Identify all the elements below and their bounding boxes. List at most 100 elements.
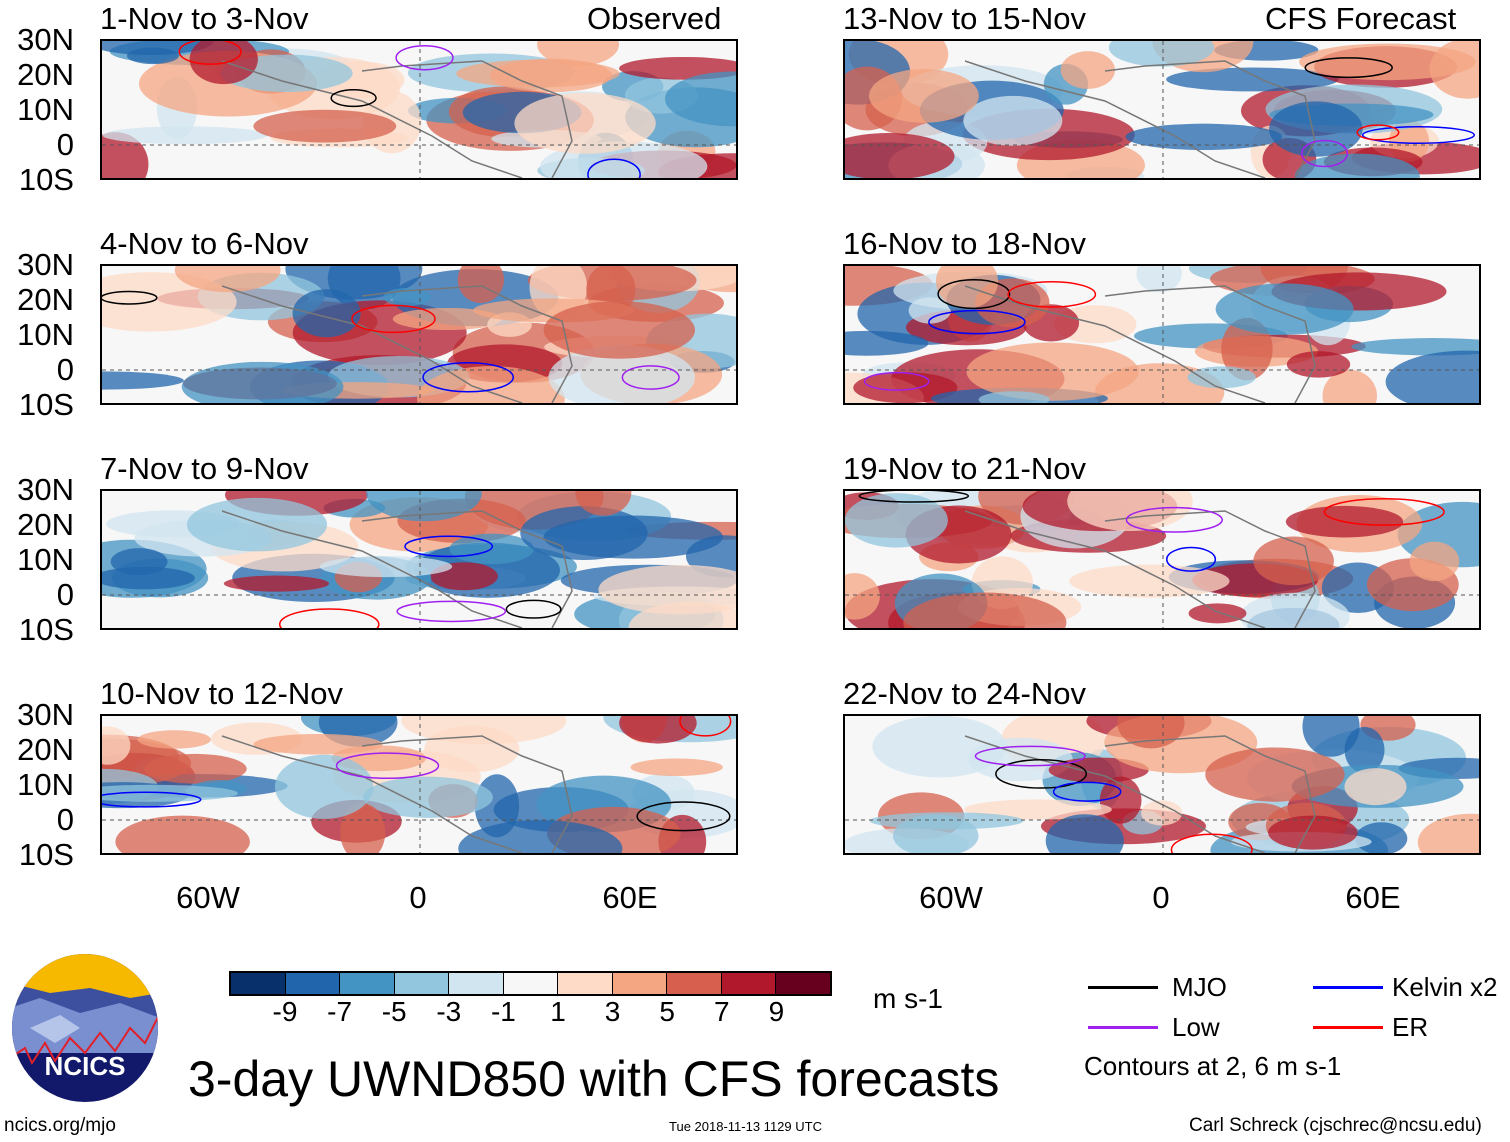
- y-tick-label: 10S: [18, 387, 74, 422]
- x-tick-label: 60W: [176, 880, 240, 915]
- x-tick-label: 0: [1152, 880, 1170, 915]
- colorbar-swatch: [721, 973, 776, 994]
- contour-line: [1125, 506, 1223, 533]
- legend-low: Low: [1172, 1012, 1220, 1042]
- observed-label: Observed: [587, 1, 722, 36]
- map-panel-observed: [100, 264, 738, 405]
- panel-title: 4-Nov to 6-Nov: [100, 226, 309, 261]
- wind-anomaly-field: [102, 41, 736, 178]
- contour-line: [102, 791, 202, 808]
- legend-kelvin: Kelvin x2: [1392, 972, 1498, 1002]
- wind-anomaly-field: [102, 716, 736, 853]
- y-tick-label: 10S: [18, 162, 74, 197]
- colorbar-label: 1: [550, 996, 566, 1027]
- contour-line: [422, 361, 515, 393]
- svg-text:NCICS: NCICS: [45, 1051, 126, 1081]
- legend-line-kelvin: [1313, 986, 1383, 989]
- legend-er: ER: [1392, 1012, 1429, 1042]
- contour-line: [858, 491, 970, 503]
- y-tick-label: 10S: [18, 837, 74, 872]
- colorbar-swatch: [285, 973, 340, 994]
- contour-line: [1007, 281, 1097, 308]
- map-panel-observed: [100, 489, 738, 630]
- colorbar-label: 3: [604, 996, 621, 1027]
- y-tick-label: 30N: [17, 472, 74, 507]
- contour-line: [1356, 124, 1400, 141]
- wind-anomaly-field: [845, 266, 1479, 403]
- wind-anomaly-field: [102, 491, 736, 628]
- colorbar-swatch: [558, 973, 613, 994]
- contour-line: [278, 608, 380, 628]
- colorbar-swatch: [776, 973, 830, 994]
- colorbar-label: -3: [436, 996, 462, 1027]
- colorbar-label: -9: [272, 996, 298, 1027]
- colorbar-swatch: [394, 973, 449, 994]
- x-tick-label: 60E: [602, 880, 658, 915]
- contour-line: [1361, 126, 1476, 144]
- colorbar-swatch: [503, 973, 558, 994]
- colorbar-swatch: [340, 973, 395, 994]
- contour-line: [330, 89, 377, 108]
- contour-line: [178, 41, 242, 65]
- y-tick-label: 10N: [17, 317, 74, 352]
- map-panel-forecast: [843, 714, 1481, 855]
- wind-anomaly-field: [845, 716, 1479, 853]
- contour-line: [1052, 781, 1122, 802]
- y-tick-label: 10N: [17, 542, 74, 577]
- y-tick-label: 20N: [17, 507, 74, 542]
- map-panel-observed: [100, 39, 738, 180]
- contour-line: [679, 716, 732, 737]
- colorbar-label: 5: [659, 996, 675, 1027]
- contour-line: [335, 752, 440, 780]
- contour-line: [1304, 57, 1393, 79]
- y-tick-label: 0: [56, 577, 74, 612]
- legend-mjo: MJO: [1172, 972, 1227, 1002]
- contour-line: [636, 801, 731, 832]
- figure-title: 3-day UWND850 with CFS forecasts: [188, 1051, 1000, 1107]
- colorbar-label: -5: [381, 996, 407, 1027]
- contour-line: [351, 304, 436, 334]
- legend-line-low: [1088, 1026, 1158, 1029]
- contour-line: [1170, 833, 1253, 853]
- contour-line: [587, 158, 641, 178]
- contour-line: [1165, 546, 1217, 572]
- y-tick-label: 10N: [17, 767, 74, 802]
- forecast-label: CFS Forecast: [1265, 1, 1457, 36]
- contour-line: [621, 365, 680, 390]
- contour-line: [974, 745, 1086, 767]
- contour-line: [395, 44, 454, 71]
- wind-anomaly-field: [845, 41, 1479, 178]
- y-tick-label: 10S: [18, 612, 74, 647]
- y-tick-label: 30N: [17, 22, 74, 57]
- contour-line: [404, 535, 494, 558]
- contour-note: Contours at 2, 6 m s-1: [1084, 1051, 1342, 1081]
- colorbar-swatch: [449, 973, 504, 994]
- colorbar-swatch: [612, 973, 667, 994]
- colorbar-swatch: [231, 973, 286, 994]
- panel-title: 16-Nov to 18-Nov: [843, 226, 1086, 261]
- x-tick-label: 0: [409, 880, 427, 915]
- panel-title: 1-Nov to 3-Nov: [100, 1, 309, 36]
- x-tick-label: 60E: [1345, 880, 1401, 915]
- contour-line: [1323, 498, 1445, 526]
- wind-anomaly-field: [102, 266, 736, 403]
- contour-line: [1300, 139, 1349, 168]
- y-tick-label: 30N: [17, 247, 74, 282]
- y-tick-label: 0: [56, 127, 74, 162]
- footer-url[interactable]: ncics.org/mjo: [4, 1115, 116, 1136]
- contour-line: [505, 599, 562, 619]
- contour-line: [928, 309, 1026, 335]
- panel-title: 22-Nov to 24-Nov: [843, 676, 1086, 711]
- y-tick-label: 20N: [17, 732, 74, 767]
- x-tick-label: 60W: [919, 880, 983, 915]
- panel-title: 10-Nov to 12-Nov: [100, 676, 343, 711]
- map-panel-observed: [100, 714, 738, 855]
- colorbar-units: m s-1: [873, 983, 943, 1014]
- colorbar-label: 9: [768, 996, 785, 1027]
- contour-line: [995, 759, 1088, 789]
- panel-title: 19-Nov to 21-Nov: [843, 451, 1086, 486]
- y-tick-label: 30N: [17, 697, 74, 732]
- map-panel-forecast: [843, 264, 1481, 405]
- map-panel-forecast: [843, 39, 1481, 180]
- ncics-logo: NCICS: [10, 953, 160, 1108]
